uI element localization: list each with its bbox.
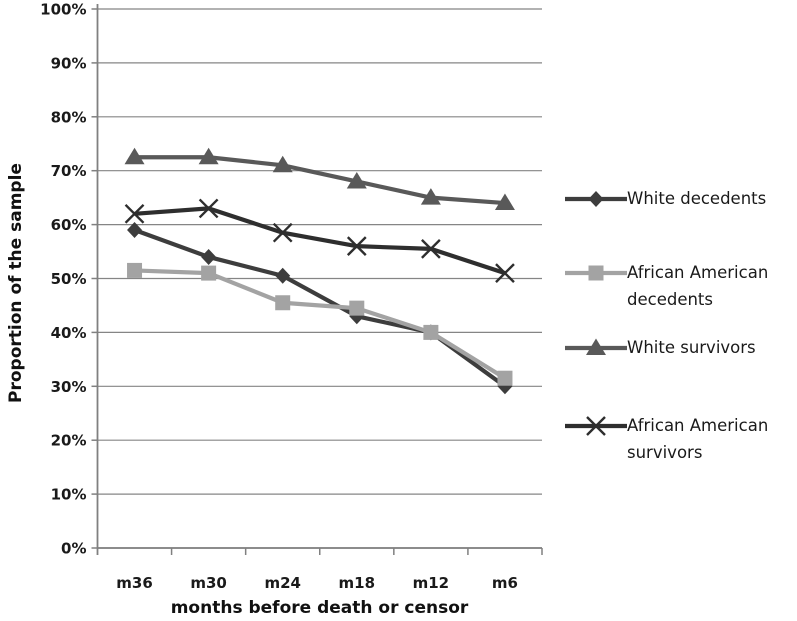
legend-swatch-square-icon — [565, 265, 627, 281]
y-tick-label: 20% — [51, 432, 87, 450]
square-marker — [588, 265, 604, 281]
series-african-american-decedents — [127, 262, 513, 386]
x-marker — [198, 198, 219, 219]
triangle-marker — [124, 147, 145, 165]
triangle-marker — [346, 171, 367, 189]
square-marker — [127, 262, 143, 278]
x-tick-label: m18 — [339, 574, 376, 592]
square-marker — [497, 370, 513, 386]
triangle-marker — [586, 338, 606, 355]
square-marker — [423, 324, 439, 340]
x-tick-label: m24 — [264, 574, 301, 592]
y-tick-label: 50% — [51, 270, 87, 288]
y-tick-label: 30% — [51, 378, 87, 396]
legend-item-white-decedents: White decedents — [565, 185, 797, 212]
x-marker — [495, 263, 515, 283]
series-white-survivors — [124, 147, 515, 211]
y-tick-label: 10% — [51, 486, 87, 504]
x-tick-label: m6 — [492, 574, 518, 592]
triangle-marker — [420, 188, 441, 205]
y-tick-label: 40% — [51, 324, 87, 342]
x-tick-label: m30 — [190, 574, 227, 592]
triangle-marker — [198, 147, 219, 165]
legend-swatch-diamond-icon — [565, 191, 627, 207]
series-line — [134, 206, 506, 276]
diamond-marker — [201, 248, 217, 265]
series-line — [134, 155, 506, 206]
legend-swatch-triangle-icon — [565, 338, 627, 355]
y-tick-label: 100% — [40, 1, 86, 19]
x-marker — [346, 236, 367, 257]
legend-label: White decedents — [627, 189, 767, 208]
y-tick-label: 0% — [61, 540, 86, 558]
series-african-american-survivors — [124, 198, 515, 283]
y-tick-label: 60% — [51, 216, 87, 234]
x-marker — [272, 222, 293, 243]
diamond-marker — [275, 267, 291, 284]
series-line — [134, 268, 507, 381]
triangle-marker — [494, 193, 515, 211]
legend-item-african-american-decedents: African American decedents — [565, 259, 797, 313]
legend-item-african-american-survivors: African American survivors — [565, 412, 797, 466]
x-tick-label: m36 — [116, 574, 153, 592]
y-tick-label: 90% — [51, 54, 87, 72]
legend-label: African American decedents — [627, 263, 769, 309]
legend-label: White survivors — [627, 338, 756, 357]
x-marker — [421, 239, 441, 259]
square-marker — [349, 300, 365, 316]
diamond-marker — [588, 191, 604, 207]
triangle-marker — [272, 155, 293, 173]
y-axis-title: Proportion of the sample — [6, 163, 26, 403]
y-tick-label: 70% — [51, 162, 87, 180]
square-marker — [201, 265, 217, 281]
series-white-decedents — [127, 221, 513, 395]
y-tick-label: 80% — [51, 108, 87, 126]
diamond-marker — [127, 221, 143, 238]
x-marker — [124, 203, 145, 224]
x-tick-label: m12 — [413, 574, 450, 592]
x-axis-title: months before death or censor — [170, 598, 469, 618]
square-marker — [275, 295, 291, 311]
legend-label: African American survivors — [627, 416, 769, 462]
legend: White decedents African American decedent… — [565, 185, 797, 466]
x-marker — [586, 416, 606, 436]
legend-item-white-survivors: White survivors — [565, 334, 797, 361]
legend-swatch-x-icon — [565, 416, 627, 436]
